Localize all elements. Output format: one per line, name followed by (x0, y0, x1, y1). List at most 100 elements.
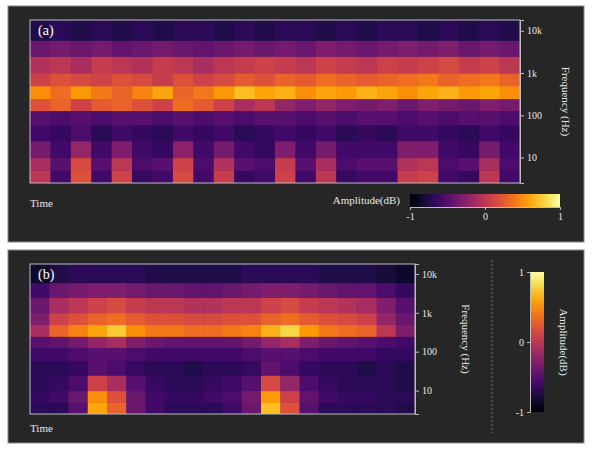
y-tick: 10k (415, 269, 437, 280)
cell (203, 360, 223, 375)
cell (173, 20, 194, 41)
cell (91, 56, 112, 73)
cell (357, 73, 378, 86)
cell (438, 73, 459, 86)
cell (479, 110, 500, 125)
cell (255, 98, 276, 111)
cell (112, 73, 133, 86)
cell (153, 40, 174, 57)
cell (88, 360, 108, 375)
cell (357, 158, 378, 171)
x-axis-title: Time (30, 197, 53, 209)
cell (242, 360, 262, 375)
cell (336, 170, 357, 183)
cell (50, 56, 71, 73)
cell (71, 56, 92, 73)
cell (88, 313, 108, 325)
cell (242, 402, 262, 414)
cell (280, 360, 300, 375)
cell (396, 313, 415, 325)
cell (193, 40, 214, 57)
cell (418, 125, 439, 142)
cell (336, 98, 357, 111)
cell (336, 141, 357, 158)
cell (377, 20, 398, 41)
cell (295, 20, 316, 41)
cell (223, 336, 243, 348)
cell (336, 73, 357, 86)
cell (88, 264, 108, 283)
y-tick: 1k (520, 68, 537, 79)
y-tick-label: 100 (527, 110, 542, 121)
cell (30, 375, 50, 391)
cell (398, 73, 419, 86)
cell (338, 297, 358, 313)
y-tick-label: 10 (527, 152, 537, 163)
cell (338, 347, 358, 361)
cell (336, 125, 357, 142)
panel: 101001k10k(a)TimeFrequency (Hz)-101Ampli… (8, 6, 584, 242)
cell (459, 141, 480, 158)
cell (50, 73, 71, 86)
cell (203, 375, 223, 391)
cell (184, 283, 204, 298)
cell (214, 110, 235, 125)
cell (173, 170, 194, 183)
cell (377, 98, 398, 111)
cell (107, 375, 127, 391)
cell (112, 125, 133, 142)
cell (112, 56, 133, 73)
y-tick: 10k (520, 25, 542, 36)
cell (479, 158, 500, 171)
panel-letter: (a) (38, 23, 54, 39)
cell (438, 158, 459, 171)
plot-background (30, 20, 520, 183)
cell (126, 375, 146, 391)
cell (500, 86, 520, 99)
cell (479, 40, 500, 57)
cell (398, 110, 419, 125)
cell (71, 20, 92, 41)
cell (316, 170, 337, 183)
cell (438, 98, 459, 111)
cell (500, 141, 520, 158)
cell (107, 391, 127, 403)
cell (132, 20, 153, 41)
plot-background (30, 264, 415, 414)
cell (438, 141, 459, 158)
cell (500, 170, 520, 183)
cell (153, 73, 174, 86)
cell (153, 56, 174, 73)
cell (396, 360, 415, 375)
cell (69, 283, 89, 298)
y-tick-mark (415, 274, 419, 275)
cell (377, 125, 398, 142)
figure: 101001k10k(a)TimeFrequency (Hz)-101Ampli… (0, 0, 592, 449)
cell (30, 283, 50, 298)
cell (398, 125, 419, 142)
cell (50, 40, 71, 57)
cell (377, 141, 398, 158)
cell (107, 347, 127, 361)
cell (438, 40, 459, 57)
cell (398, 86, 419, 99)
cell (398, 40, 419, 57)
cell (396, 391, 415, 403)
cell (418, 40, 439, 57)
cell (69, 336, 89, 348)
cell (357, 125, 378, 142)
cell (377, 313, 397, 325)
cell (280, 391, 300, 403)
colorbar-tick-mark (410, 207, 411, 210)
cell (500, 56, 520, 73)
cell (214, 158, 235, 171)
cell (319, 375, 339, 391)
cell (165, 325, 185, 337)
cell (69, 375, 89, 391)
cell (479, 98, 500, 111)
cell (500, 40, 520, 57)
cell (300, 375, 320, 391)
cell (295, 110, 316, 125)
cell (71, 170, 92, 183)
cell (153, 98, 174, 111)
